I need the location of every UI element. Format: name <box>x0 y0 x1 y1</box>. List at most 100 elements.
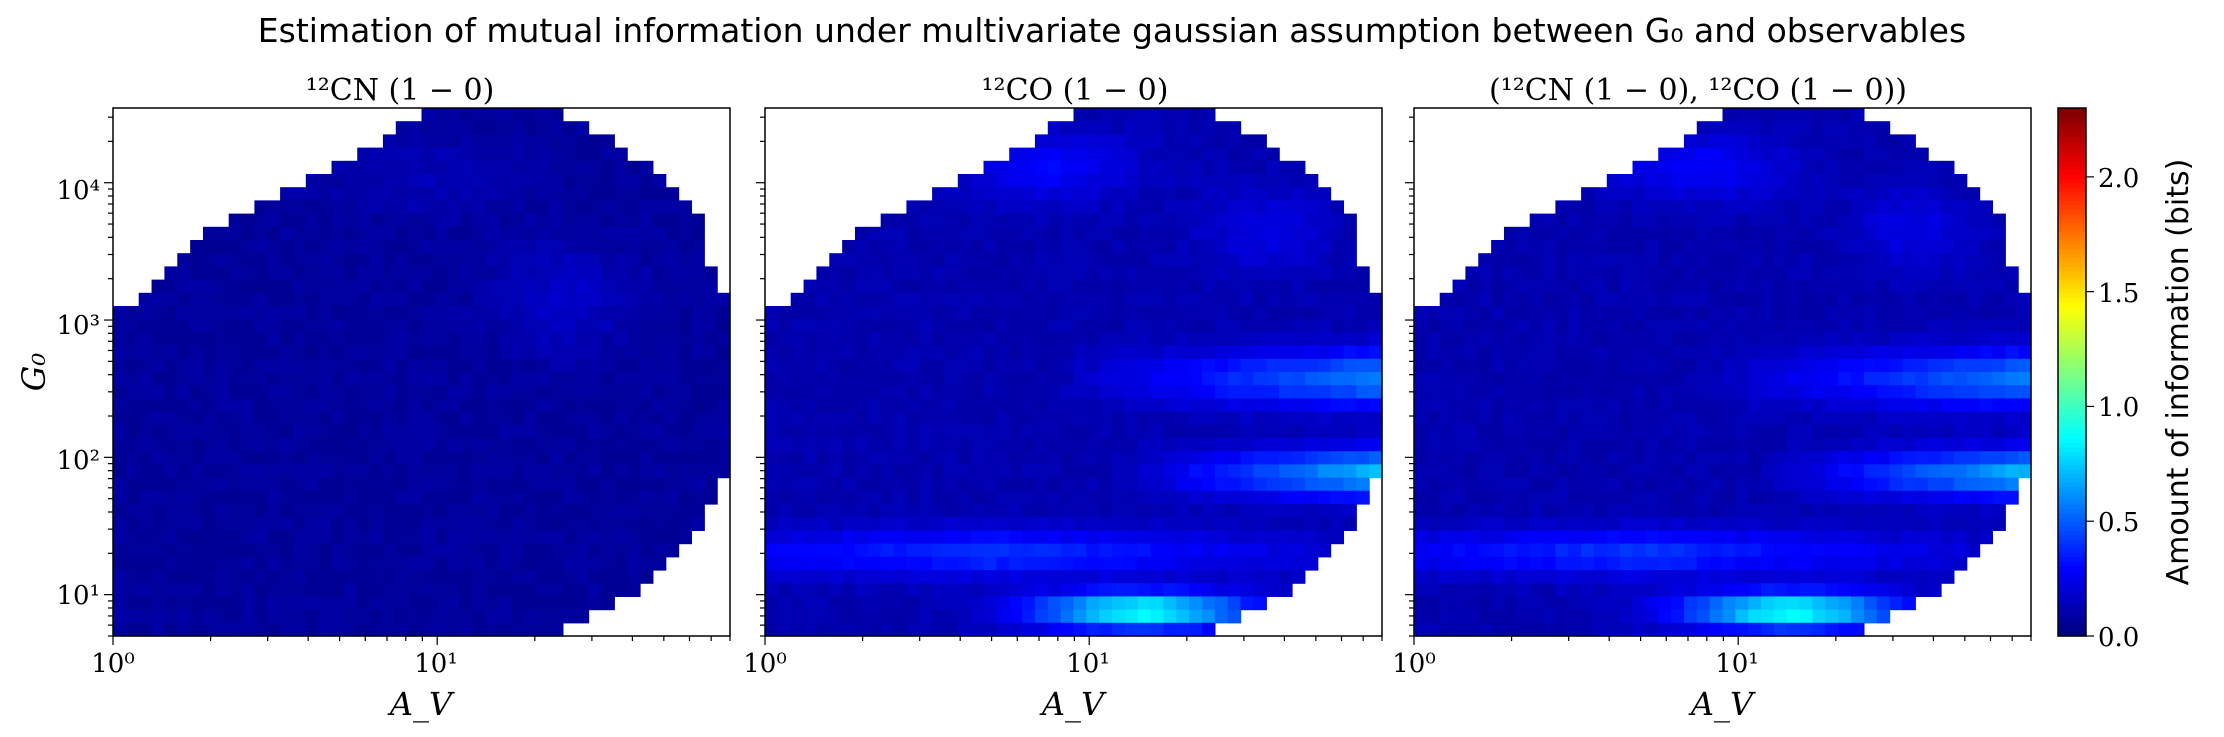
heatmap-cell <box>215 266 230 281</box>
heatmap-cell <box>665 200 680 215</box>
heatmap-cell <box>280 306 294 320</box>
heatmap-cell <box>880 240 895 254</box>
heatmap-cell <box>1632 345 1646 360</box>
heatmap-cell <box>1214 490 1229 505</box>
heatmap-cell <box>1928 570 1942 584</box>
heatmap-cell <box>357 385 371 399</box>
heatmap-cell <box>1902 504 1916 518</box>
heatmap-cell <box>113 556 127 571</box>
heatmap-cell <box>164 517 178 531</box>
heatmap-cell <box>1851 543 1865 558</box>
heatmap-cell <box>1317 530 1332 545</box>
heatmap-cell <box>1060 490 1075 505</box>
heatmap-cell <box>1889 517 1904 531</box>
heatmap-cell <box>1683 292 1698 307</box>
heatmap-cell <box>1619 424 1634 439</box>
heatmap-cell <box>1266 200 1280 215</box>
heatmap-cell <box>1047 174 1062 188</box>
heatmap-cell <box>1022 622 1036 637</box>
heatmap-cell <box>1124 517 1139 531</box>
heatmap-cell <box>190 345 204 360</box>
heatmap-cell <box>151 438 166 452</box>
heatmap-cell <box>665 424 680 439</box>
heatmap-cell <box>1491 530 1505 545</box>
heatmap-cell <box>867 517 882 531</box>
heatmap-cell <box>944 477 959 492</box>
heatmap-cell <box>1279 345 1293 360</box>
heatmap-cell <box>215 543 230 558</box>
heatmap-cell <box>1227 160 1242 175</box>
heatmap-cell <box>919 490 933 505</box>
heatmap-cell <box>1683 609 1698 624</box>
heatmap-cell <box>1863 385 1878 399</box>
heatmap-cell <box>1928 438 1942 452</box>
heatmap-cell <box>1786 490 1801 505</box>
heatmap-cell <box>1009 253 1023 267</box>
heatmap-cell <box>228 556 243 571</box>
heatmap-cell <box>1034 530 1049 545</box>
heatmap-cell <box>717 345 731 360</box>
heatmap-cell <box>1279 398 1293 413</box>
heatmap-cell <box>1516 622 1531 637</box>
heatmap-cell <box>1086 622 1100 637</box>
heatmap-cell <box>601 530 615 545</box>
heatmap-cell <box>1761 530 1775 545</box>
heatmap-cell <box>842 306 856 320</box>
heatmap-cell <box>970 477 985 492</box>
heatmap-cell <box>1735 438 1749 452</box>
heatmap-cell <box>1619 345 1634 360</box>
heatmap-cell <box>1034 504 1049 518</box>
heatmap-cell <box>919 398 933 413</box>
heatmap-cell <box>893 411 907 426</box>
heatmap-cell <box>1356 398 1370 413</box>
heatmap-cell <box>382 622 397 637</box>
heatmap-cell <box>460 583 474 597</box>
heatmap-cell <box>472 253 487 267</box>
heatmap-cell <box>1214 266 1229 281</box>
heatmap-cell <box>652 240 667 254</box>
heatmap-cell <box>1292 504 1306 518</box>
heatmap-cell <box>1773 240 1788 254</box>
heatmap-cell <box>1060 517 1075 531</box>
heatmap-cell <box>1722 543 1736 558</box>
heatmap-cell <box>983 174 997 188</box>
heatmap-cell <box>944 226 959 241</box>
heatmap-cell <box>1150 570 1165 584</box>
heatmap-cell <box>1343 504 1357 518</box>
heatmap-cell <box>678 424 693 439</box>
heatmap-cell <box>1941 345 1955 360</box>
heatmap-cell <box>944 306 959 320</box>
heatmap-cell <box>305 174 320 188</box>
heatmap-cell <box>1838 583 1852 597</box>
heatmap-cell <box>280 213 294 228</box>
heatmap-cell <box>1966 358 1981 373</box>
heatmap-cell <box>1593 411 1608 426</box>
heatmap-cell <box>550 517 564 531</box>
heatmap-cell <box>1773 279 1788 294</box>
heatmap-cell <box>575 372 590 386</box>
heatmap-cell <box>1696 398 1711 413</box>
heatmap-cell <box>691 253 705 267</box>
heatmap-cell <box>1889 306 1904 320</box>
heatmap-cell <box>151 490 166 505</box>
heatmap-cell <box>1214 187 1229 201</box>
heatmap-cell <box>867 319 882 333</box>
heatmap-cell <box>777 385 792 399</box>
heatmap-cell <box>1503 411 1518 426</box>
heatmap-cell <box>1439 622 1454 637</box>
heatmap-cell <box>957 240 972 254</box>
heatmap-cell <box>1465 411 1479 426</box>
heatmap-cell <box>395 358 410 373</box>
heatmap-cell <box>790 517 805 531</box>
heatmap-cell <box>1786 134 1801 149</box>
heatmap-cell <box>254 345 268 360</box>
heatmap-cell <box>1279 504 1293 518</box>
heatmap-cell <box>472 438 487 452</box>
heatmap-cell <box>1022 504 1036 518</box>
heatmap-cell <box>1645 240 1659 254</box>
heatmap-cell <box>1343 266 1357 281</box>
heatmap-cell <box>1253 240 1267 254</box>
heatmap-cell <box>1163 213 1177 228</box>
heatmap-cell <box>331 556 345 571</box>
heatmap-cell <box>292 266 307 281</box>
